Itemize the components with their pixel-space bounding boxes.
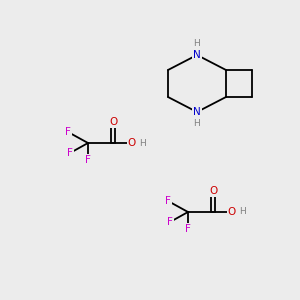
Text: H: H (139, 139, 145, 148)
Text: O: O (209, 186, 217, 196)
Text: O: O (228, 207, 236, 217)
Text: F: F (67, 148, 73, 158)
Text: F: F (165, 196, 171, 206)
Text: F: F (167, 217, 173, 227)
Text: H: H (194, 38, 200, 47)
Text: O: O (109, 117, 117, 127)
Text: H: H (194, 119, 200, 128)
Text: N: N (193, 50, 201, 60)
Text: F: F (85, 155, 91, 165)
Text: O: O (128, 138, 136, 148)
Text: F: F (185, 224, 191, 234)
Text: F: F (65, 127, 71, 137)
Text: N: N (193, 107, 201, 117)
Text: H: H (238, 208, 245, 217)
